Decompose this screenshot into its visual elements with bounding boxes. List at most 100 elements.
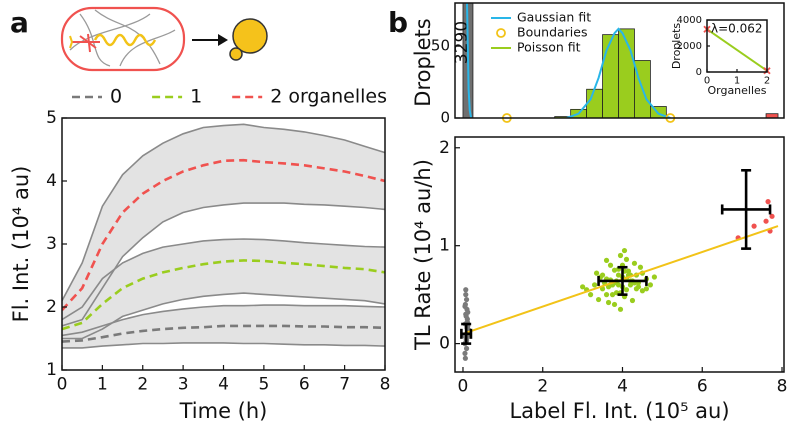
y-tick-label: 0 [440,109,450,127]
y-tick-label: 2000 [677,41,702,52]
inset-annotation: λ=0.062 [711,22,763,36]
legend-swatch [496,28,506,38]
x-tick-label: 2 [137,374,148,394]
x-tick-label: 2 [764,76,770,87]
y-tick-label: 0 [696,67,702,78]
fit-line [466,3,671,118]
inset-x-label: Organelles [707,84,766,97]
scatter-point [621,247,628,254]
scatter-point [643,286,650,292]
scatter-point [751,223,757,229]
legend-label: 1 [190,86,202,108]
y-tick-label: 5 [46,108,57,128]
protein-blob-small [229,47,243,61]
x-tick-label: 0 [57,374,68,394]
scatter-point [603,292,610,298]
legend-label: 2 organelles [270,86,387,108]
scatter-point [611,267,618,273]
scatter-point [605,299,612,306]
scatter-point [462,303,468,309]
scatter-point [631,260,638,266]
scatter-point [617,306,624,312]
scatter-point [609,292,616,298]
schematic [60,6,268,72]
y-tick-label: 0 [439,334,450,354]
band-edge [62,202,385,327]
y-tick-label: 1 [439,236,450,256]
y-axis-label: Droplets [670,23,683,70]
label-tip [69,35,73,49]
x-tick-label: 8 [380,374,391,394]
scatter-point [651,274,657,280]
arrow-head [218,34,228,46]
scatter-point [647,282,654,288]
x-tick-label: 5 [258,374,269,394]
scatter-point [623,287,630,293]
legend-label: Boundaries [517,25,587,40]
scatter-point [765,199,771,205]
y-axis-label: TL Rate (10⁴ au/h) [411,159,435,351]
x-tick-label: 0 [704,76,710,87]
x-tick-label: 2 [537,376,548,396]
histogram-bar [765,113,779,118]
band-edge [62,304,385,337]
band-edge [62,342,385,349]
scatter-point [627,282,634,288]
legend-label: Poisson fit [517,40,581,55]
fit-line [706,28,768,72]
x-tick-label: 3 [178,374,189,394]
scatter-point [463,292,469,298]
legend-label: Gaussian fit [517,10,591,25]
x-axis-label: Label Fl. Int. (10⁵ au) [509,399,729,423]
x-tick-label: 8 [777,376,788,396]
scatter-point [633,286,640,292]
band-edge [62,123,385,302]
protein-blob [232,18,268,54]
histogram-bar [602,34,619,118]
scatter-point [615,282,622,288]
organelle [72,33,100,53]
scatter-point [591,282,598,288]
y-tick-label: 3 [46,234,57,254]
y-axis-label: Fl. Int. (10⁴ au) [9,166,33,323]
scatter-point [763,218,769,224]
scatter-point [625,268,632,274]
scatter-point [463,287,469,293]
band-edge [62,292,385,340]
x-axis-label: Time (h) [179,399,268,423]
scatter-point [769,213,775,219]
y-tick-label: 2 [46,297,57,317]
scatter-point [462,350,468,356]
series-line [62,324,385,343]
scatter-point [465,309,471,315]
scatter-point [639,288,646,294]
scatter-point [463,296,470,303]
band [62,124,385,326]
x-tick-label: 4 [218,374,229,394]
scatter-point [463,345,470,352]
cell-outline [60,6,186,72]
plot-frame [454,2,785,119]
scatter-point [607,262,614,268]
y-tick-label: 4 [46,171,57,191]
x-tick-label: 1 [734,76,740,87]
plot-frame [454,136,785,373]
y-axis-label: Droplets [411,18,435,106]
x-tick-label: 1 [97,374,108,394]
scatter-point [629,297,636,304]
scatter-point [623,256,630,262]
mrna-wave [93,33,157,47]
scatter-point [462,355,468,361]
scatter-point [463,313,469,319]
y-tick-label: 1 [46,360,57,380]
y-tick-label: 4000 [677,15,702,26]
scatter-point [603,257,610,263]
x-tick-label: 0 [458,376,469,396]
scatter-point [611,301,618,308]
series-line [62,259,385,331]
scatter-point [617,252,624,259]
legend-label: 0 [110,86,122,108]
x-tick-label: 6 [697,376,708,396]
histogram-bar [586,88,603,118]
